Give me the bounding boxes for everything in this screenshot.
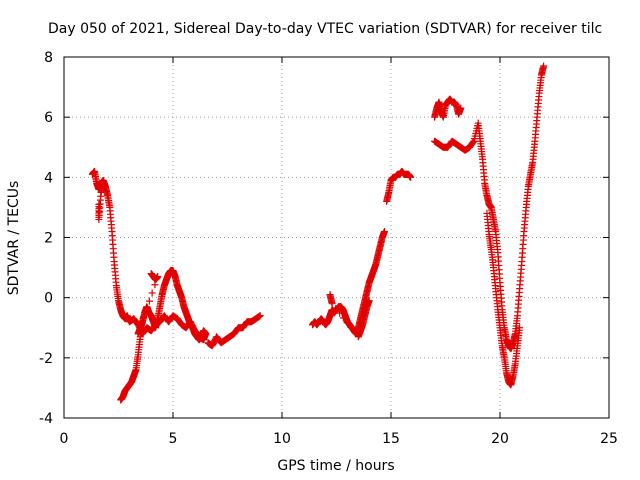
y-tick-label: 6 <box>44 110 53 126</box>
data-point <box>256 312 264 320</box>
chart-title: Day 050 of 2021, Sidereal Day-to-day VTE… <box>48 21 602 37</box>
y-tick-label: -2 <box>39 351 53 367</box>
x-tick-label: 5 <box>169 431 178 447</box>
data-point <box>336 309 344 317</box>
data-point <box>365 297 373 305</box>
data-point <box>332 304 340 312</box>
data-point <box>343 319 351 327</box>
data-point <box>469 139 477 147</box>
x-tick-label: 20 <box>491 431 509 447</box>
series-seg-h <box>383 167 415 205</box>
series-seg-f <box>309 227 388 338</box>
data-point <box>407 173 415 181</box>
y-axis-label: SDTVAR / TECUs <box>6 181 22 296</box>
y-tick-label: -4 <box>39 411 53 427</box>
data-point <box>469 138 477 146</box>
series-seg-d <box>134 270 162 338</box>
series-seg-j <box>431 62 548 353</box>
data-point <box>339 314 347 322</box>
series-seg-c <box>117 267 210 404</box>
data-point <box>140 313 148 321</box>
data-point <box>151 281 159 289</box>
data-point <box>202 330 210 338</box>
series-seg-b <box>95 179 107 223</box>
series-seg-i <box>431 95 465 121</box>
data-point <box>145 297 153 305</box>
data-point <box>143 305 151 313</box>
x-tick-label: 10 <box>273 431 291 447</box>
series-seg-g <box>326 291 373 341</box>
data-point <box>380 227 388 235</box>
data-point <box>516 324 524 332</box>
data-marks <box>88 62 548 404</box>
data-point <box>347 323 355 331</box>
y-tick-label: 8 <box>44 50 53 66</box>
series-seg-k <box>483 209 524 389</box>
data-point <box>328 300 336 308</box>
data-point <box>457 104 465 112</box>
data-point <box>148 289 156 297</box>
grid-layer <box>64 57 609 418</box>
y-tick-label: 2 <box>44 231 53 247</box>
data-point <box>138 318 146 326</box>
y-tick-label: 0 <box>44 291 53 307</box>
y-tick-label: 4 <box>44 170 53 186</box>
x-axis-label: GPS time / hours <box>277 458 394 474</box>
series-seg-e <box>204 312 264 350</box>
x-tick-label: 15 <box>382 431 400 447</box>
data-point <box>540 62 548 70</box>
data-point <box>99 179 107 187</box>
data-point <box>154 273 162 281</box>
x-tick-label: 25 <box>600 431 618 447</box>
axis-layer: 0 5 10 15 20 25 -4 -2 0 2 4 6 8 <box>39 50 618 447</box>
x-tick-label: 0 <box>60 431 69 447</box>
